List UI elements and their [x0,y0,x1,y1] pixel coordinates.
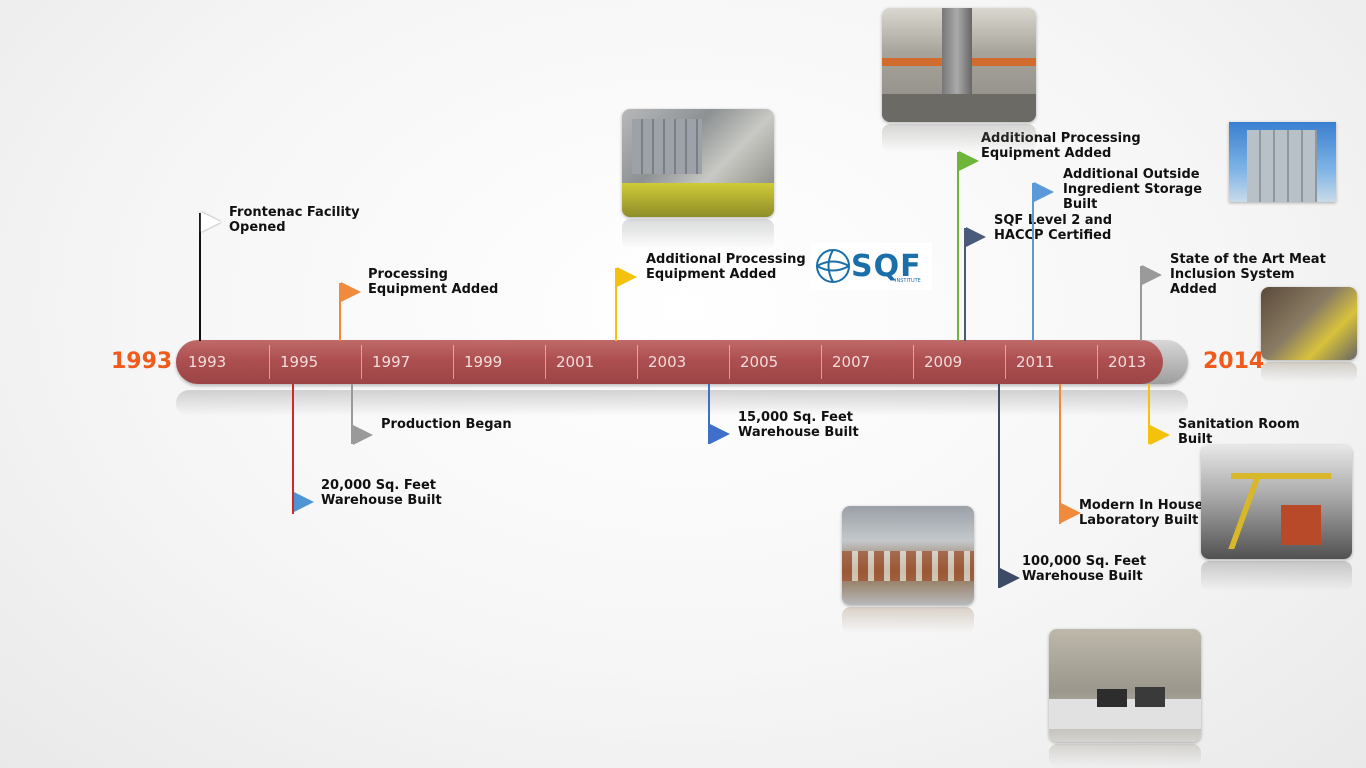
milestone-label: SQF Level 2 and HACCP Certified [994,213,1113,243]
timeline-end-year: 2014 [1203,349,1265,374]
flag-icon [959,151,979,171]
milestone-pole [1148,384,1150,444]
tick-divider [269,345,270,379]
milestone-label: Frontenac Facility Opened [229,205,360,235]
photo-reflection [842,607,974,633]
flag-icon [617,267,637,287]
tick-label: 2003 [648,353,687,371]
flag-icon [1000,568,1020,588]
tick-label: 2001 [556,353,595,371]
tick-divider [637,345,638,379]
tick-divider [545,345,546,379]
photo-reflection [882,124,1036,152]
timeline-bar [176,340,1163,384]
flag-icon [710,424,730,444]
flag-icon [1142,265,1162,285]
milestone-label: Additional Processing Equipment Added [981,131,1141,161]
milestone-label: 100,000 Sq. Feet Warehouse Built [1022,554,1147,584]
tick-label: 1999 [464,353,503,371]
milestone-label: Sanitation Room Built [1178,417,1300,447]
milestone-label: Production Began [381,417,512,432]
tick-label: 2013 [1108,353,1147,371]
sqf-logo-subtext: INSTITUTE [895,278,921,284]
tick-label: 2009 [924,353,963,371]
milestone-pole [1140,266,1142,341]
timeline-reflection [176,390,1188,416]
tick-label: 1995 [280,353,319,371]
milestone-pole [1032,183,1034,341]
photo-reflection [1049,744,1201,766]
milestone-pole [1059,384,1061,524]
tick-divider [1005,345,1006,379]
photo-reflection [1201,561,1352,591]
milestone-label: State of the Art Meat Inclusion System A… [1170,252,1326,297]
flag-icon [294,492,314,512]
tick-divider [361,345,362,379]
sanitation-room-photo [1201,445,1352,559]
milestone-pole [199,213,201,341]
flag-icon [966,227,986,247]
meat-inclusion-system-photo [1261,287,1357,360]
laboratory-photo [1049,629,1201,742]
milestone-pole [957,152,959,341]
processing-equipment-photo [622,109,774,217]
flag-icon [341,282,361,302]
timeline-start-year: 1993 [111,349,173,374]
milestone-pole [998,384,1000,588]
milestone-label: 15,000 Sq. Feet Warehouse Built [738,410,859,440]
tick-label: 2007 [832,353,871,371]
tick-divider [1097,345,1098,379]
milestone-pole [351,384,353,444]
milestone-pole [292,384,294,514]
milestone-label: Additional Processing Equipment Added [646,252,806,282]
photo-reflection [1261,362,1357,382]
milestone-pole [964,228,966,341]
flag-icon [1061,503,1081,523]
milestone-pole [339,283,341,341]
tick-divider [729,345,730,379]
milestone-label: Additional Outside Ingredient Storage Bu… [1063,167,1203,212]
processing-equipment-photo [882,8,1036,122]
globe-icon [816,249,850,283]
milestone-pole [708,384,710,444]
milestone-label: Modern In House Laboratory Built [1079,498,1204,528]
photo-reflection [622,219,774,249]
milestone-label: 20,000 Sq. Feet Warehouse Built [321,478,442,508]
tick-divider [453,345,454,379]
sqf-logo-text: SQF [851,249,922,284]
flag-icon [1034,182,1054,202]
warehouse-photo [842,506,974,605]
tick-label: 1997 [372,353,411,371]
milestone-label: Processing Equipment Added [368,267,499,297]
tick-label: 2005 [740,353,779,371]
flag-icon [201,212,221,232]
tick-divider [913,345,914,379]
sqf-institute-logo: SQF INSTITUTE [811,243,932,290]
flag-icon [1150,425,1170,445]
tick-divider [821,345,822,379]
milestone-pole [615,268,617,341]
tick-label: 1993 [188,353,227,371]
silo-photo [1229,122,1336,202]
flag-icon [353,425,373,445]
tick-label: 2011 [1016,353,1055,371]
